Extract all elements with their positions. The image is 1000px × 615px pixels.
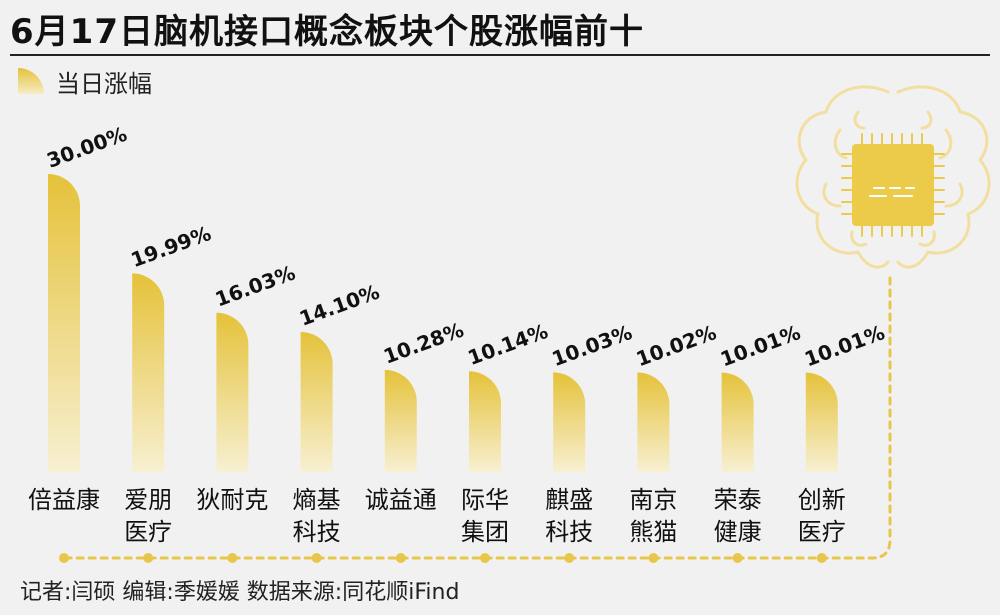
title-divider bbox=[10, 54, 990, 56]
brain-chip-icon bbox=[58, 85, 991, 560]
bar-10 bbox=[805, 372, 838, 472]
axis-dot-7 bbox=[564, 553, 575, 563]
bar-9 bbox=[721, 372, 754, 472]
category-label-9: 荣泰健康 bbox=[714, 486, 762, 546]
bar-4 bbox=[300, 331, 333, 472]
category-label-4: 熵基科技 bbox=[293, 486, 341, 546]
category-label-5: 诚益通 bbox=[365, 486, 437, 514]
category-label-1: 倍益康 bbox=[28, 486, 100, 514]
data-label-2: 19.99% bbox=[128, 221, 214, 272]
bar-3 bbox=[216, 312, 249, 472]
data-label-10: 10.01% bbox=[801, 320, 887, 371]
chart-title: 6月17日脑机接口概念板块个股涨幅前十 bbox=[10, 12, 644, 52]
category-label-7: 麒盛科技 bbox=[545, 486, 593, 546]
data-label-5: 10.28% bbox=[380, 318, 466, 369]
axis-dot-5 bbox=[395, 553, 406, 563]
axis-dot-10 bbox=[816, 553, 827, 563]
category-label-6: 际华集团 bbox=[461, 486, 509, 546]
data-label-1: 30.00% bbox=[44, 122, 130, 173]
data-label-4: 14.10% bbox=[296, 280, 382, 331]
axis-dot-9 bbox=[732, 553, 743, 563]
data-label-9: 10.01% bbox=[717, 320, 803, 371]
category-label-10: 创新医疗 bbox=[798, 486, 846, 546]
category-label-3: 狄耐克 bbox=[196, 486, 268, 514]
connector-line bbox=[58, 276, 892, 560]
axis-dot-1 bbox=[59, 553, 69, 563]
bar-1 bbox=[48, 174, 80, 472]
bar-7 bbox=[553, 372, 586, 472]
footer-credits: 记者:闫硕 编辑:季媛媛 数据来源:同花顺iFind bbox=[20, 580, 460, 605]
axis-dot-2 bbox=[143, 553, 154, 563]
bar-2 bbox=[132, 273, 165, 472]
legend-label: 当日涨幅 bbox=[56, 69, 152, 98]
category-label-8: 南京熊猫 bbox=[629, 486, 677, 546]
bar-8 bbox=[637, 372, 670, 472]
legend: 当日涨幅 bbox=[18, 66, 152, 98]
category-label-2: 爱朋医疗 bbox=[124, 486, 172, 546]
bar-5 bbox=[384, 369, 417, 472]
data-label-8: 10.02% bbox=[633, 320, 719, 371]
data-label-3: 16.03% bbox=[212, 260, 298, 311]
axis-dot-6 bbox=[480, 553, 490, 563]
bar-6 bbox=[469, 371, 501, 472]
axis-dot-8 bbox=[648, 553, 659, 563]
axis-dot-4 bbox=[311, 553, 322, 563]
data-label-6: 10.14% bbox=[465, 319, 551, 370]
data-label-7: 10.03% bbox=[549, 320, 635, 371]
axis-dot-3 bbox=[227, 553, 238, 563]
